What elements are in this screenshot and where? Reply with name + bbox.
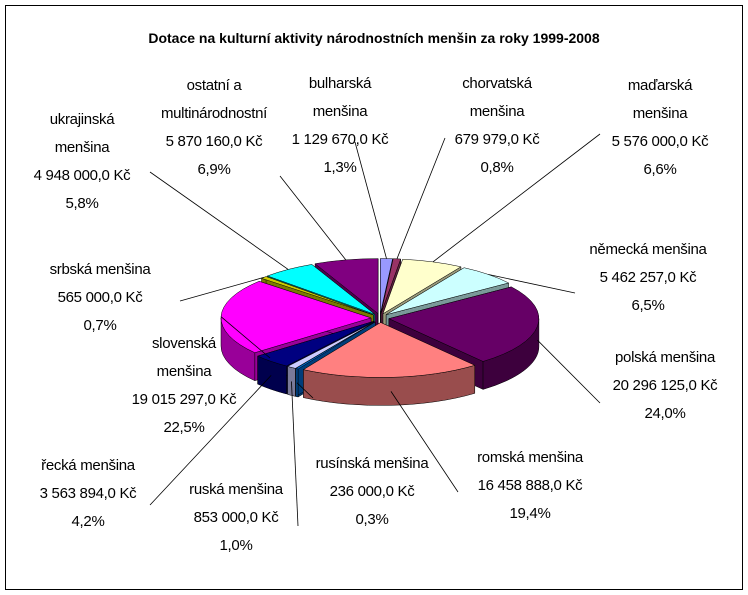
leader-line xyxy=(279,175,347,261)
leader-line xyxy=(179,277,264,302)
slice-name: německá menšina xyxy=(589,241,707,258)
slice-amount: 19 015 297,0 Kč xyxy=(131,391,237,408)
slice-percent: 19,4% xyxy=(509,505,551,522)
slice-amount: 853 000,0 Kč xyxy=(193,509,279,526)
slice-amount: 565 000,0 Kč xyxy=(57,289,143,306)
slice-amount: 1 129 670,0 Kč xyxy=(291,131,389,148)
slice-percent: 24,0% xyxy=(644,405,686,422)
leader-line xyxy=(390,391,459,493)
slice-amount: 5 870 160,0 Kč xyxy=(165,133,263,150)
slice-percent: 4,2% xyxy=(71,513,105,530)
slice-side xyxy=(287,366,296,397)
slice-label: romská menšina 16 458 888,0 Kč 19,4% xyxy=(455,444,605,528)
leader-line xyxy=(220,316,271,359)
slice-amount: 20 296 125,0 Kč xyxy=(612,377,718,394)
slice-amount: 5 576 000,0 Kč xyxy=(611,133,709,150)
leader-line xyxy=(488,274,576,294)
slice-percent: 1,0% xyxy=(219,537,253,554)
slice-label: maďarská menšina 5 576 000,0 Kč 6,6% xyxy=(612,72,709,184)
slice xyxy=(388,286,540,362)
slice-amount: 4 948 000,0 Kč xyxy=(33,167,131,184)
slice-label: slovenská menšina 19 015 297,0 Kč 22,5% xyxy=(132,330,237,442)
leader-line xyxy=(291,381,299,527)
leader-line xyxy=(296,382,314,399)
slice-name: ruská menšina xyxy=(189,481,283,498)
slice-percent: 6,5% xyxy=(631,297,665,314)
slice-amount: 16 458 888,0 Kč xyxy=(477,477,583,494)
slice xyxy=(380,258,402,314)
slice-percent: 6,6% xyxy=(643,161,677,178)
slice-percent: 22,5% xyxy=(163,419,205,436)
slice-name: slovenská menšina xyxy=(151,335,216,380)
slice-percent: 6,9% xyxy=(197,161,231,178)
slice xyxy=(382,258,462,315)
slice-percent: 0,8% xyxy=(480,159,514,176)
slice-label: německá menšina 5 462 257,0 Kč 6,5% xyxy=(568,236,728,320)
slice-amount: 236 000,0 Kč xyxy=(329,483,415,500)
chart-title: Dotace na kulturní aktivity národnostníc… xyxy=(148,30,600,46)
slice-percent: 0,3% xyxy=(355,511,389,528)
slice-percent: 5,8% xyxy=(65,195,99,212)
leader-line xyxy=(537,339,601,404)
slice-amount: 679 979,0 Kč xyxy=(454,131,540,148)
slice-label: polská menšina 20 296 125,0 Kč 24,0% xyxy=(605,344,725,428)
slice-label: chorvatská menšina 679 979,0 Kč 0,8% xyxy=(452,70,542,182)
slice-name: romská menšina xyxy=(477,449,583,466)
slice-name: ukrajinská menšina xyxy=(49,111,115,156)
slice-name: řecká menšina xyxy=(41,457,135,474)
slice-label: rusínská menšina 236 000,0 Kč 0,3% xyxy=(307,450,437,534)
slice xyxy=(286,321,376,369)
slice-name: bulharská menšina xyxy=(308,75,372,120)
leader-line xyxy=(396,137,446,259)
slice-label: srbská menšina 565 000,0 Kč 0,7% xyxy=(30,256,170,340)
slice xyxy=(386,267,510,315)
slice xyxy=(302,322,476,378)
slice-amount: 3 563 894,0 Kč xyxy=(39,485,137,502)
slice-tops xyxy=(220,258,540,378)
leader-line xyxy=(432,133,601,263)
slice-name: rusínská menšina xyxy=(315,455,429,472)
chart-border xyxy=(5,5,743,590)
slice-name: ostatní a multinárodnostní xyxy=(160,77,268,122)
slice-percent: 1,3% xyxy=(323,159,357,176)
slice-label: ruská menšina 853 000,0 Kč 1,0% xyxy=(176,476,296,560)
slice-label: bulharská menšina 1 129 670,0 Kč 1,3% xyxy=(292,70,389,182)
slice-label: řecká menšina 3 563 894,0 Kč 4,2% xyxy=(23,452,153,536)
slice-amount: 5 462 257,0 Kč xyxy=(599,269,697,286)
slice xyxy=(256,321,374,367)
slice-name: polská menšina xyxy=(614,349,716,366)
slice-percent: 0,7% xyxy=(83,317,117,334)
slice-name: chorvatská menšina xyxy=(462,75,532,120)
leader-line xyxy=(149,171,289,270)
slice xyxy=(314,258,379,315)
slice-label: ukrajinská menšina 4 948 000,0 Kč 5,8% xyxy=(32,106,132,218)
slice-name: maďarská menšina xyxy=(627,77,693,122)
slice-label: ostatní a multinárodnostní 5 870 160,0 Kč… xyxy=(149,72,279,184)
leader-line xyxy=(354,141,387,259)
leader-line xyxy=(149,375,272,506)
slice-name: srbská menšina xyxy=(49,261,151,278)
